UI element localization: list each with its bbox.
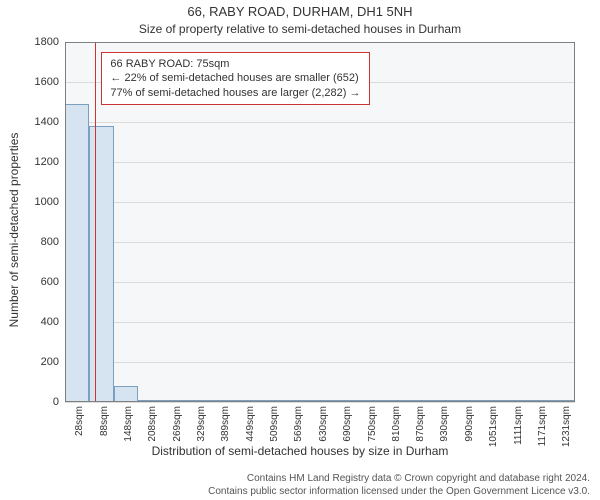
y-tick-label: 1800 xyxy=(35,36,59,48)
x-tick-label: 88sqm xyxy=(99,406,110,436)
histogram-bar xyxy=(186,400,210,402)
footer-attribution: Contains HM Land Registry data © Crown c… xyxy=(208,473,590,498)
histogram-bar xyxy=(332,400,356,402)
histogram-bar xyxy=(308,400,332,402)
histogram-bar xyxy=(284,400,308,402)
x-tick-label: 569sqm xyxy=(293,406,304,442)
plot-area: 66 RABY ROAD: 75sqm← 22% of semi-detache… xyxy=(65,42,575,402)
x-tick-label: 930sqm xyxy=(439,406,450,442)
x-tick-label: 630sqm xyxy=(318,406,329,442)
x-tick-label: 1231sqm xyxy=(561,406,572,447)
y-tick-label: 400 xyxy=(41,316,59,328)
x-tick-label: 750sqm xyxy=(367,406,378,442)
x-tick-label: 509sqm xyxy=(269,406,280,442)
y-tick-label: 1400 xyxy=(35,116,59,128)
x-tick-label: 148sqm xyxy=(123,406,134,442)
info-box-line: ← 22% of semi-detached houses are smalle… xyxy=(110,71,360,85)
histogram-bar xyxy=(138,400,162,402)
info-box-line: 66 RABY ROAD: 75sqm xyxy=(110,57,360,71)
histogram-bar xyxy=(478,400,502,402)
x-tick-label: 870sqm xyxy=(415,406,426,442)
y-tick-label: 600 xyxy=(41,276,59,288)
histogram-bar xyxy=(65,104,89,402)
x-tick-label: 269sqm xyxy=(172,406,183,442)
y-tick-label: 1200 xyxy=(35,156,59,168)
histogram-bar xyxy=(526,400,550,402)
x-tick-label: 810sqm xyxy=(391,406,402,442)
x-tick-label: 990sqm xyxy=(464,406,475,442)
info-box: 66 RABY ROAD: 75sqm← 22% of semi-detache… xyxy=(101,52,369,105)
y-axis-label: Number of semi-detached properties xyxy=(7,133,21,328)
chart-container: 66, RABY ROAD, DURHAM, DH1 5NH Size of p… xyxy=(0,0,600,500)
x-tick-label: 389sqm xyxy=(220,406,231,442)
x-tick-label: 28sqm xyxy=(74,406,85,436)
info-box-line: 77% of semi-detached houses are larger (… xyxy=(110,86,360,100)
x-tick-label: 1171sqm xyxy=(537,406,548,446)
footer-line-1: Contains HM Land Registry data © Crown c… xyxy=(208,473,590,486)
histogram-bar xyxy=(551,400,575,402)
x-tick-label: 690sqm xyxy=(342,406,353,442)
histogram-bar xyxy=(405,400,429,402)
histogram-bar xyxy=(502,400,526,402)
histogram-bar xyxy=(454,400,478,402)
x-tick-label: 1111sqm xyxy=(513,406,524,445)
histogram-bar xyxy=(114,386,138,402)
y-tick-label: 1600 xyxy=(35,76,59,88)
histogram-bar xyxy=(162,400,186,402)
x-tick-label: 449sqm xyxy=(245,406,256,442)
y-tick-label: 800 xyxy=(41,236,59,248)
histogram-bar xyxy=(429,400,453,402)
chart-title-sub: Size of property relative to semi-detach… xyxy=(0,22,600,36)
histogram-bar xyxy=(381,400,405,402)
x-tick-label: 1051sqm xyxy=(488,406,499,447)
histogram-bar xyxy=(235,400,259,402)
x-axis-label: Distribution of semi-detached houses by … xyxy=(0,444,600,458)
y-tick-label: 1000 xyxy=(35,196,59,208)
property-marker-line xyxy=(95,42,96,402)
histogram-bar xyxy=(211,400,235,402)
chart-title-main: 66, RABY ROAD, DURHAM, DH1 5NH xyxy=(0,4,600,19)
gridline xyxy=(65,402,575,403)
footer-line-2: Contains public sector information licen… xyxy=(208,486,590,499)
x-tick-label: 208sqm xyxy=(147,406,158,442)
histogram-bar xyxy=(259,400,283,402)
x-tick-label: 329sqm xyxy=(196,406,207,442)
y-tick-label: 0 xyxy=(53,396,59,408)
histogram-bar xyxy=(89,126,113,402)
y-tick-label: 200 xyxy=(41,356,59,368)
histogram-bar xyxy=(356,400,380,402)
